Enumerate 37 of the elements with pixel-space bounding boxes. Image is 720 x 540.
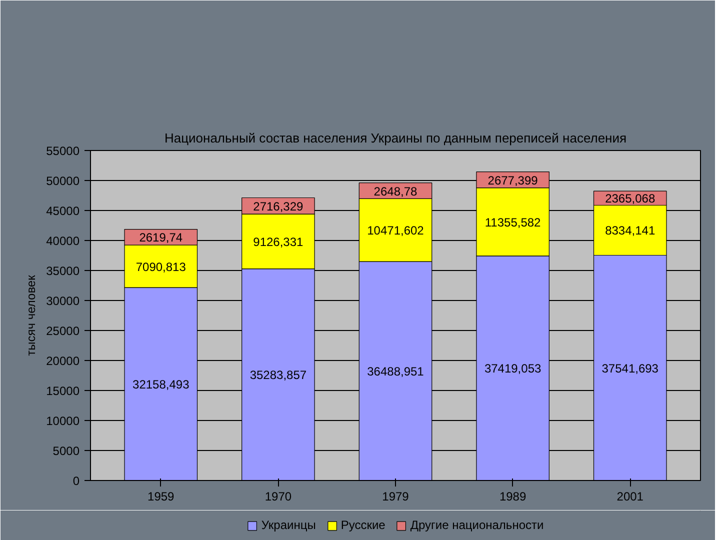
y-tick-label: 55000 [46,144,80,158]
data-label: 2677,399 [488,173,538,188]
data-label: 36488,951 [367,364,424,379]
data-label: 9126,331 [253,234,304,249]
y-tick-label: 0 [72,474,80,488]
data-label: 37541,693 [602,361,659,376]
data-label: 35283,857 [250,368,307,382]
y-tick-label: 50000 [46,174,80,188]
x-tick-label: 1979 [382,490,410,504]
y-tick-label: 20000 [46,354,80,368]
data-label: 8334,141 [605,224,656,238]
data-label: 37419,053 [484,362,542,376]
legend-label: Другие национальности [410,518,544,532]
x-tick-label: 1970 [264,490,292,504]
legend-label: Русские [340,518,386,532]
y-tick-label: 30000 [46,294,80,308]
data-label: 7090,813 [136,260,186,274]
data-label: 2365,068 [605,192,656,206]
chart-title: Национальный состав населения Украины по данным переписей населения [164,130,627,146]
x-tick-label: 1959 [148,490,175,504]
y-tick-label: 35000 [46,264,80,278]
y-tick-label: 40000 [46,234,80,248]
data-label: 2619,74 [139,230,183,245]
data-label: 11355,582 [484,215,542,230]
y-tick-label: 25000 [46,324,80,338]
y-tick-label: 15000 [46,384,80,398]
y-axis-title: тысяч человек [24,274,38,356]
data-label: 10471,602 [367,224,424,238]
y-tick-label: 45000 [46,204,80,218]
legend-label: Украинцы [261,518,316,532]
y-tick-label: 10000 [46,414,80,428]
x-tick-label: 1989 [499,490,526,504]
data-label: 32158,493 [132,378,190,392]
data-label: 2716,329 [253,199,304,214]
x-tick-label: 2001 [616,490,644,504]
y-tick-label: 5000 [52,444,80,458]
data-label: 2648,78 [374,184,418,198]
